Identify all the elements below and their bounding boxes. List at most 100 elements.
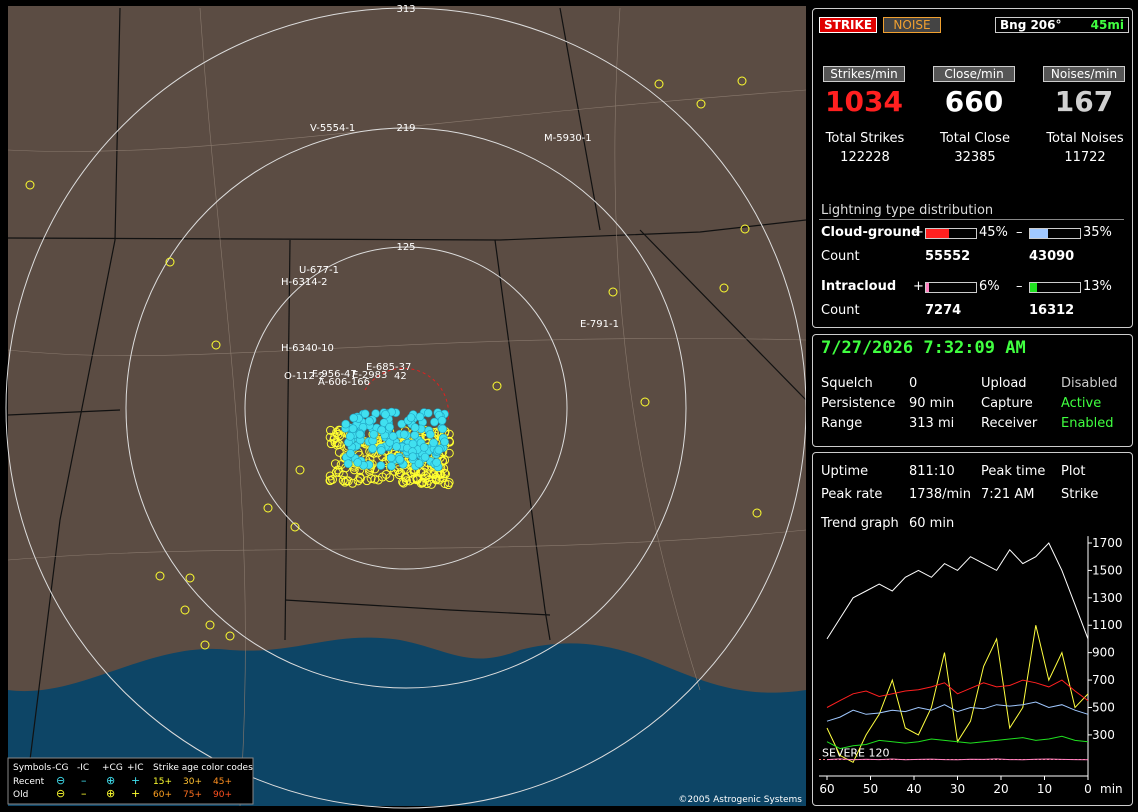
strike-old xyxy=(185,573,195,583)
storm-label: M-5930-1 xyxy=(544,133,592,144)
strike-old xyxy=(25,180,35,190)
strike-recent xyxy=(349,413,358,423)
total-label: Total Strikes xyxy=(825,131,905,146)
strike-old xyxy=(340,477,350,487)
strike-old xyxy=(355,473,365,483)
strike-button[interactable]: STRIKE xyxy=(819,17,877,33)
strike-recent xyxy=(388,431,398,441)
legend-age-title: Strike age color codes xyxy=(153,763,253,773)
legend-title: Symbols xyxy=(13,763,52,773)
strike-old xyxy=(438,473,448,483)
storm-label: E-791-1 xyxy=(580,319,619,330)
strike-old xyxy=(408,474,418,484)
strike-old xyxy=(333,465,343,475)
percent-label: 6% xyxy=(979,279,1000,294)
setting-text: Capture xyxy=(981,396,1033,411)
strike-recent xyxy=(353,458,363,467)
strike-old xyxy=(263,503,273,513)
setting-text: 313 mi xyxy=(909,416,955,431)
state-borders xyxy=(7,7,806,761)
strike-old xyxy=(426,479,436,489)
storm-label: O-112-2 xyxy=(284,371,325,382)
strike-recent xyxy=(376,461,386,470)
strike-recent xyxy=(434,445,444,455)
strike-old xyxy=(444,429,454,439)
legend-column: +IC xyxy=(127,763,143,773)
strike-cluster xyxy=(25,76,762,650)
strike-recent xyxy=(425,430,435,439)
trend-panel: Uptime 811:10 Peak time Plot Peak rate 1738/m… xyxy=(812,452,1133,806)
strike-recent xyxy=(440,437,449,447)
bearing-box: Bng 206° 45mi xyxy=(995,17,1129,33)
strike-old xyxy=(205,620,215,630)
strike-recent xyxy=(387,461,396,471)
strike-old xyxy=(155,571,165,581)
info-text: Uptime xyxy=(821,464,869,479)
strike-old xyxy=(330,459,340,469)
strike-old xyxy=(362,476,372,486)
strike-old xyxy=(394,470,404,480)
strike-old xyxy=(330,438,340,448)
storm-label: E-2983 xyxy=(352,370,387,381)
strike-recent xyxy=(420,452,430,462)
storm-label: H-6314-2 xyxy=(281,277,328,288)
noise-button[interactable]: NOISE xyxy=(883,17,941,33)
strike-old xyxy=(366,474,376,484)
strike-old xyxy=(398,477,408,487)
strike-old xyxy=(400,472,410,482)
storm-label: F-956-47 xyxy=(312,369,357,380)
strike-recent xyxy=(386,453,396,463)
setting-text: 0 xyxy=(909,376,918,391)
legend-age: 15+ xyxy=(153,777,172,787)
info-text: 811:10 xyxy=(909,464,955,479)
strike-recent xyxy=(341,419,351,429)
count-value: 16312 xyxy=(1029,303,1075,318)
rate-header: Close/min xyxy=(933,66,1015,82)
strike-old xyxy=(295,465,305,475)
strike-old xyxy=(180,605,190,615)
strike-old xyxy=(640,397,650,407)
setting-text: 90 min xyxy=(909,396,955,411)
rate-value: 1034 xyxy=(825,85,903,118)
strike-old xyxy=(325,471,335,481)
legend-age: 75+ xyxy=(183,790,202,800)
roads xyxy=(7,7,806,807)
strike-recent xyxy=(438,424,447,434)
setting-text: Receiver xyxy=(981,416,1038,431)
setting-text: Active xyxy=(1061,396,1102,411)
setting-text: Squelch xyxy=(821,376,873,391)
strike-recent xyxy=(355,429,365,439)
strike-recent xyxy=(395,455,405,464)
setting-text: Range xyxy=(821,416,863,431)
bearing: Bng 206° xyxy=(1000,18,1062,32)
strike-recent xyxy=(345,432,355,441)
legend-age: 90+ xyxy=(213,790,232,800)
range-label: 125 xyxy=(396,242,415,253)
rate-value: 660 xyxy=(944,85,1004,118)
strike-recent xyxy=(410,430,419,440)
rate-value: 167 xyxy=(1054,85,1114,118)
trend-window: 60 min xyxy=(909,516,955,531)
setting-text: Enabled xyxy=(1061,416,1114,431)
strike-old xyxy=(334,439,344,449)
percent-label: 35% xyxy=(1083,225,1112,240)
strike-recent xyxy=(423,408,433,418)
strike-recent xyxy=(432,458,441,467)
legend-symbol: ⊖ xyxy=(56,774,65,787)
strike-recent xyxy=(369,429,379,439)
strike-recent xyxy=(348,424,358,433)
strike-recent xyxy=(368,444,377,453)
strike-recent xyxy=(410,423,420,432)
legend-row-name: Recent xyxy=(13,777,45,787)
strike-old xyxy=(433,470,443,480)
strike-old xyxy=(225,631,235,641)
strike-old xyxy=(752,508,762,518)
legend-symbol: ⊕ xyxy=(106,774,115,787)
total-value: 11722 xyxy=(1064,150,1106,165)
strike-recent xyxy=(377,446,386,455)
info-text: Peak rate xyxy=(821,487,883,502)
strike-old xyxy=(696,99,706,109)
total-value: 122228 xyxy=(840,150,890,165)
count-label: Count xyxy=(821,303,860,318)
